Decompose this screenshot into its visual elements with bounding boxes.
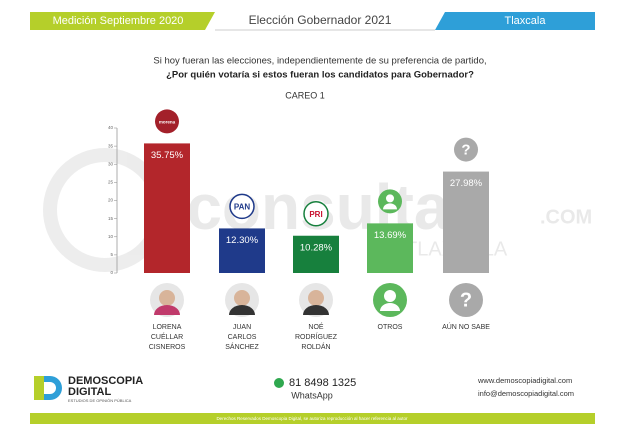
value-label: 27.98% bbox=[450, 178, 483, 189]
y-tick-label: 20 bbox=[108, 198, 114, 203]
footer-brand: DEMOSCOPIA bbox=[68, 375, 143, 387]
party-logo bbox=[155, 109, 179, 134]
question-line: ¿Por quién votaría si estos fueran los c… bbox=[166, 70, 474, 81]
bar bbox=[367, 223, 413, 273]
footer-logo bbox=[34, 376, 62, 400]
icon-mark: ? bbox=[460, 289, 472, 311]
party-logo-text: ? bbox=[461, 142, 470, 159]
candidate-face bbox=[308, 290, 324, 306]
candidate-body bbox=[154, 305, 180, 315]
x-tick-label: JUAN bbox=[233, 324, 251, 331]
x-tick-label: RODRÍGUEZ bbox=[295, 332, 338, 341]
header-left: Medición Septiembre 2020 bbox=[53, 15, 184, 27]
whatsapp-icon bbox=[274, 378, 284, 388]
x-tick-label: LORENA bbox=[153, 324, 182, 331]
person-icon bbox=[384, 290, 396, 302]
logo-mark bbox=[34, 376, 44, 400]
candidate-face bbox=[159, 290, 175, 306]
y-tick-label: 5 bbox=[110, 252, 113, 257]
bar bbox=[144, 143, 190, 273]
party-logo-text: PAN bbox=[234, 203, 251, 212]
candidate-body bbox=[229, 305, 255, 315]
footer-phone: 81 8498 1325 bbox=[289, 377, 356, 389]
x-tick-label: SÁNCHEZ bbox=[225, 342, 259, 351]
footer-web: www.demoscopiadigital.com bbox=[477, 376, 572, 385]
question-line: Si hoy fueran las elecciones, independie… bbox=[153, 56, 486, 67]
y-tick-label: 40 bbox=[108, 125, 114, 130]
y-tick-label: 15 bbox=[108, 216, 114, 221]
candidate-face bbox=[234, 290, 250, 306]
logo-mark bbox=[44, 376, 62, 400]
party-logo bbox=[454, 137, 478, 162]
header-center: Elección Gobernador 2021 bbox=[249, 13, 392, 27]
party-logo-text: morena bbox=[159, 120, 176, 125]
y-tick-label: 35 bbox=[108, 143, 114, 148]
y-tick-label: 10 bbox=[108, 234, 114, 239]
value-label: 13.69% bbox=[374, 230, 407, 241]
header-right-band bbox=[435, 12, 595, 30]
header-right: Tlaxcala bbox=[505, 15, 547, 27]
bar bbox=[293, 235, 339, 273]
footer-rights: Derechos Reservados Demoscopia Digital, … bbox=[216, 416, 408, 421]
watermark-domain: .COM bbox=[540, 206, 592, 228]
person-icon bbox=[383, 203, 397, 210]
footer-email: info@demoscopiadigital.com bbox=[478, 389, 574, 398]
candidate-body bbox=[303, 305, 329, 315]
x-tick-label: CISNEROS bbox=[149, 344, 186, 351]
x-tick-label: ROLDÁN bbox=[301, 342, 330, 351]
bar bbox=[443, 171, 489, 273]
footer-app: WhatsApp bbox=[291, 390, 333, 400]
value-label: 10.28% bbox=[300, 242, 333, 253]
x-tick-label: AÚN NO SABE bbox=[442, 322, 490, 331]
person-icon bbox=[386, 194, 394, 203]
bar bbox=[219, 228, 265, 273]
person-icon bbox=[380, 303, 400, 311]
value-label: 35.75% bbox=[151, 150, 184, 161]
x-tick-label: NOÉ bbox=[308, 322, 324, 331]
party-logo-text: PRI bbox=[309, 210, 322, 219]
y-tick-label: 30 bbox=[108, 161, 114, 166]
header-left-band bbox=[30, 12, 215, 30]
footer-band bbox=[30, 413, 595, 424]
party-logo bbox=[303, 200, 329, 227]
chart-title: CAREO 1 bbox=[285, 90, 325, 100]
y-tick-label: 0 bbox=[110, 270, 113, 275]
x-tick-label: CARLOS bbox=[228, 334, 257, 341]
footer-brand: DIGITAL bbox=[68, 386, 111, 398]
footer-tagline: ESTUDIOS DE OPINIÓN PÚBLICA bbox=[68, 398, 132, 403]
x-tick-label: OTROS bbox=[378, 324, 403, 331]
icon-photo bbox=[449, 283, 483, 317]
value-label: 12.30% bbox=[226, 235, 259, 246]
x-tick-label: CUÉLLAR bbox=[151, 332, 183, 341]
party-logo bbox=[229, 193, 255, 220]
y-tick-label: 25 bbox=[108, 180, 114, 185]
